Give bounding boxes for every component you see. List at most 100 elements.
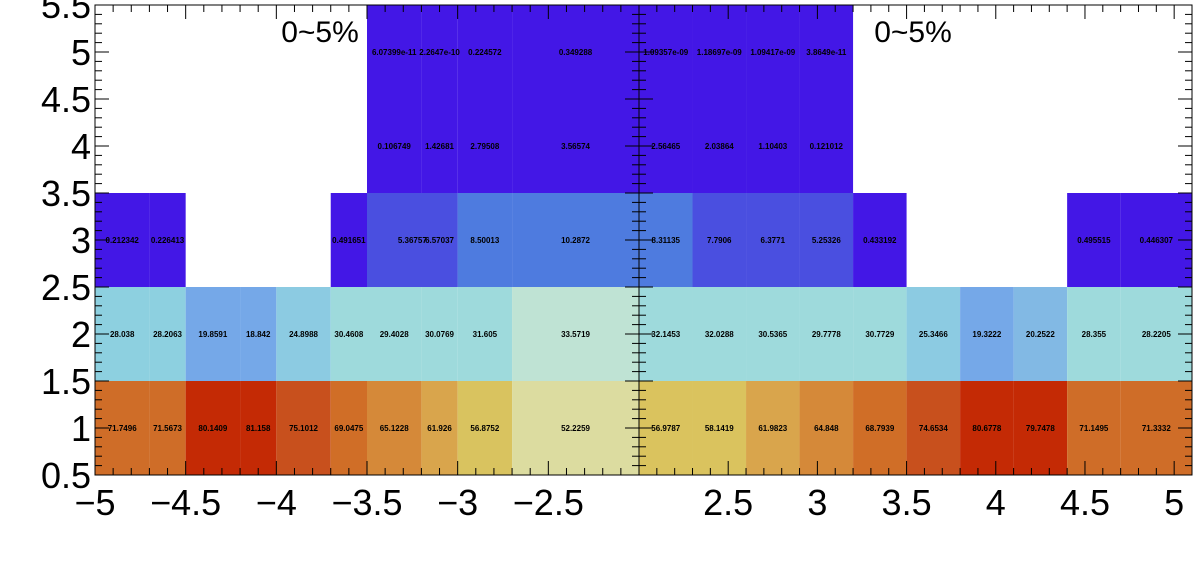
heatmap-cell — [512, 5, 639, 99]
heatmap-cell — [512, 381, 639, 475]
cell-value-label: 28.355 — [1082, 330, 1107, 339]
cell-value-label: 30.7729 — [865, 330, 894, 339]
cell-value-label: 71.1495 — [1079, 424, 1108, 433]
heatmap-cell — [799, 99, 854, 193]
cell-value-label: 0.433192 — [863, 236, 897, 245]
cell-value-label: 7.7906 — [707, 236, 732, 245]
cell-value-label: 32.0288 — [705, 330, 734, 339]
heatmap-cell — [799, 287, 854, 381]
cell-value-label: 71.5673 — [153, 424, 182, 433]
cell-value-label: 2.56465 — [651, 142, 680, 151]
y-tick-label: 4 — [71, 126, 91, 167]
cell-value-label: 56.8752 — [470, 424, 499, 433]
heatmap-cell — [330, 287, 367, 381]
pad-title: 0~5% — [874, 16, 952, 49]
cell-value-label: 64.848 — [814, 424, 839, 433]
heatmap-cell — [1067, 381, 1121, 475]
cell-value-label: 0.224572 — [468, 48, 502, 57]
cell-value-label: 0.121012 — [810, 142, 844, 151]
x-tick-label: 2.5 — [703, 482, 753, 523]
heatmap-cell — [421, 99, 458, 193]
cell-value-label: 29.4028 — [380, 330, 409, 339]
cell-value-label: 79.7478 — [1026, 424, 1055, 433]
x-tick-label: 5 — [1164, 482, 1184, 523]
cell-value-label: 24.8988 — [289, 330, 318, 339]
heatmap-cell — [692, 193, 747, 287]
cell-value-label: 0.491651 — [332, 236, 366, 245]
cell-value-label: 1.09417e-09 — [750, 48, 795, 57]
heatmap-cell — [149, 193, 186, 287]
cell-value-label: 0.212342 — [106, 236, 140, 245]
cell-value-label: 0.106749 — [378, 142, 412, 151]
cell-value-label: 33.5719 — [561, 330, 590, 339]
heatmap-cell — [1013, 287, 1068, 381]
cell-value-label: 3.8649e-11 — [806, 48, 847, 57]
heatmap-cell — [746, 287, 800, 381]
x-tick-label: −5 — [74, 482, 115, 523]
heatmap-cell — [367, 99, 422, 193]
cell-value-label: 1.09357e-09 — [643, 48, 688, 57]
cell-value-label: 5.25326 — [812, 236, 841, 245]
cell-value-label: 5.36757 — [398, 236, 427, 245]
heatmap-cell — [512, 287, 639, 381]
heatmap-cell — [457, 381, 513, 475]
heatmap-cell — [692, 5, 747, 99]
heatmap-cell — [512, 99, 639, 193]
cell-value-label: 71.3332 — [1142, 424, 1171, 433]
cell-value-label: 10.2872 — [561, 236, 590, 245]
cell-value-label: 0.349288 — [559, 48, 593, 57]
y-tick-label: 0.5 — [41, 455, 91, 496]
cell-value-label: 2.79508 — [470, 142, 499, 151]
cell-value-label: 28.2063 — [153, 330, 182, 339]
cell-value-label: 19.8591 — [198, 330, 227, 339]
cell-value-label: 61.9823 — [758, 424, 787, 433]
cell-value-label: 31.605 — [473, 330, 498, 339]
heatmap-cell — [746, 193, 800, 287]
cell-value-label: 75.1012 — [289, 424, 318, 433]
heatmap-cell — [746, 5, 800, 99]
heatmap-cell — [276, 287, 331, 381]
x-tick-label: 3.5 — [882, 482, 932, 523]
heatmap-cell — [1013, 381, 1068, 475]
y-tick-label: 4.5 — [41, 79, 91, 120]
cell-value-label: 58.1419 — [705, 424, 734, 433]
x-tick-label: 4 — [986, 482, 1006, 523]
cell-value-label: 56.9787 — [651, 424, 680, 433]
cell-value-label: 6.3771 — [761, 236, 786, 245]
cell-value-label: 6.07399e-11 — [372, 48, 417, 57]
cell-value-label: 18.842 — [246, 330, 271, 339]
x-tick-label: −4 — [256, 482, 297, 523]
cell-value-label: 69.0475 — [334, 424, 363, 433]
cell-value-label: 52.2259 — [561, 424, 590, 433]
cell-value-label: 80.1409 — [198, 424, 227, 433]
y-tick-label: 2.5 — [41, 267, 91, 308]
x-tick-label: −4.5 — [150, 482, 221, 523]
cell-value-label: 6.57037 — [425, 236, 454, 245]
cell-value-label: 30.4608 — [334, 330, 363, 339]
heatmap-cell — [512, 193, 639, 287]
cell-value-label: 74.6534 — [919, 424, 948, 433]
cell-value-label: 68.7939 — [865, 424, 894, 433]
cell-value-label: 29.7778 — [812, 330, 841, 339]
x-tick-label: −2.5 — [513, 482, 584, 523]
y-tick-label: 3 — [71, 220, 91, 261]
heatmap-cell — [240, 381, 277, 475]
heatmap-cell — [367, 287, 422, 381]
heatmap-cell — [421, 381, 458, 475]
heatmap-cell — [457, 287, 513, 381]
cell-value-label: 30.5365 — [758, 330, 787, 339]
cell-value-label: 28.2205 — [1142, 330, 1171, 339]
cell-value-label: 1.18697e-09 — [697, 48, 742, 57]
y-tick-label: 5.5 — [41, 0, 91, 26]
cell-value-label: 3.56574 — [561, 142, 590, 151]
cell-value-label: 20.2522 — [1026, 330, 1055, 339]
cell-value-label: 28.038 — [110, 330, 135, 339]
heatmap-cell — [853, 193, 907, 287]
heatmap-cell — [692, 287, 747, 381]
cell-value-label: 32.1453 — [651, 330, 680, 339]
cell-value-label: 0.446307 — [1140, 236, 1174, 245]
heatmap-cell — [746, 381, 800, 475]
cell-value-label: 25.3466 — [919, 330, 948, 339]
